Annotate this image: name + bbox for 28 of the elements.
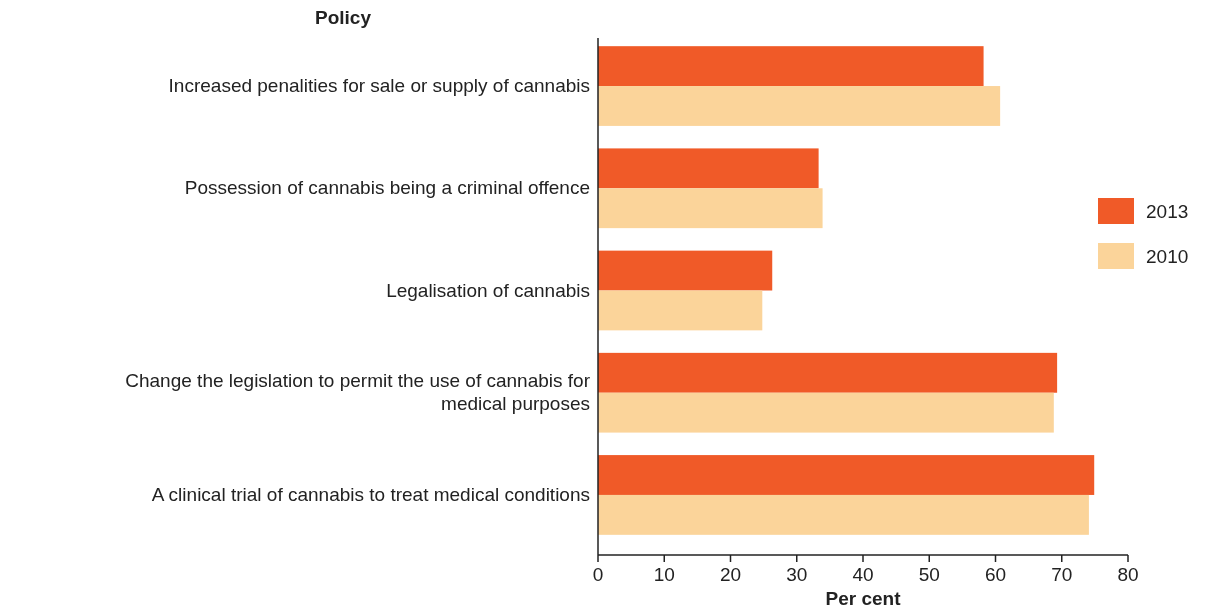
bar	[598, 250, 773, 291]
y-axis-title: Policy	[315, 7, 372, 28]
legend-label: 2010	[1146, 246, 1189, 267]
bar	[598, 494, 1089, 535]
y-tick-label: Change the legislation to permit the use of cannabis for medical purposes	[125, 370, 591, 415]
x-tick-label: 60	[984, 564, 1007, 585]
x-tick-label: 70	[1051, 564, 1073, 585]
x-tick-label: 10	[653, 564, 675, 585]
bar	[598, 290, 763, 331]
bar	[598, 188, 823, 229]
y-tick-label: A clinical trial of cannabis to treat medical conditions	[151, 483, 590, 505]
y-tick-label: Increased penalities for sale or supply of cannabis	[168, 75, 590, 97]
legend-label: 2013	[1146, 201, 1189, 222]
x-tick-label: 0	[592, 564, 604, 585]
bar	[598, 352, 1058, 393]
y-tick-label: Possession of cannabis being a criminal offence	[184, 177, 590, 199]
bar	[598, 86, 1001, 126]
bar	[598, 392, 1054, 433]
bar	[598, 455, 1095, 495]
x-tick-label: 30	[786, 564, 808, 585]
y-tick-label: Legalisation of cannabis	[386, 279, 590, 301]
bar	[598, 46, 984, 87]
x-tick-label: 50	[918, 564, 940, 585]
x-axis-title: Per cent	[825, 588, 902, 609]
x-tick-label: 20	[719, 564, 742, 585]
x-tick-label: 80	[1117, 564, 1139, 585]
bar	[598, 148, 819, 189]
x-tick-label: 40	[852, 564, 874, 585]
